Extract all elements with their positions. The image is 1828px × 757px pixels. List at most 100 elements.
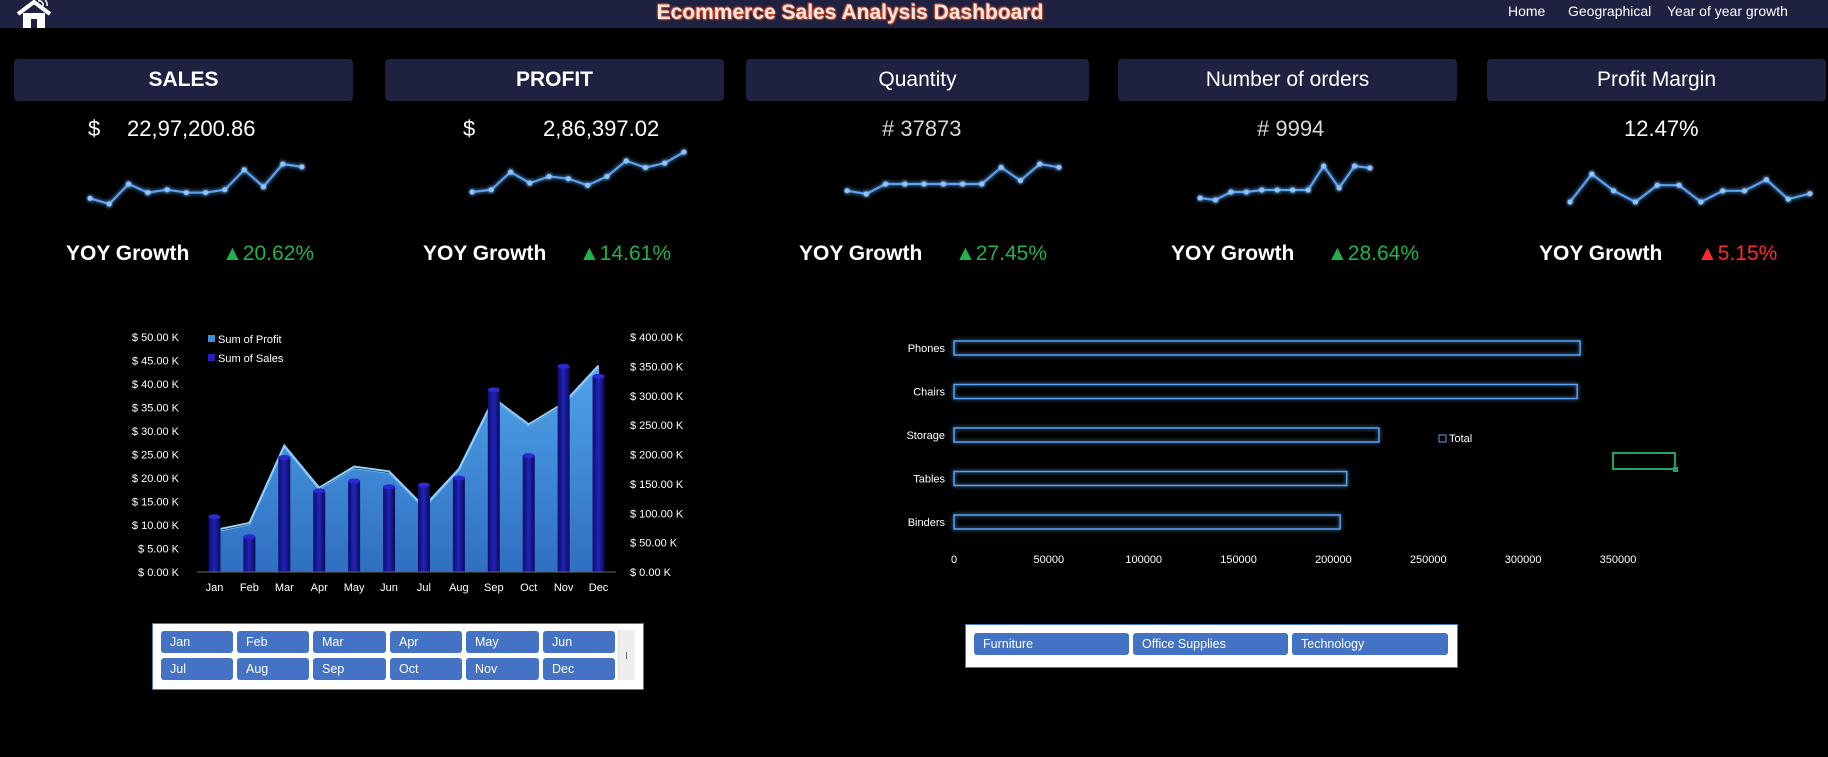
sparkline-point [1720, 188, 1726, 194]
left-axis-tick: $ 30.00 K [132, 426, 180, 438]
slicer-feb[interactable]: Feb [237, 631, 309, 653]
right-axis-tick: $ 50.00 K [630, 538, 678, 550]
category-slicer: Furniture Office Supplies Technology [965, 624, 1458, 668]
right-axis-tick: $ 250.00 K [630, 420, 684, 432]
orders-value: # 9994 [1257, 116, 1325, 141]
monthly-profit-sales-chart: $ 0.00 K $ 5.00 K $ 10.00 K $ 15.00 K $ 20.0… [132, 332, 684, 594]
profit-currency: $ [463, 116, 476, 141]
slicer-may[interactable]: May [466, 631, 539, 653]
up-arrow-icon: ▲ [1697, 242, 1718, 265]
orders-yoy-label: YOY Growth [1171, 242, 1295, 265]
up-arrow-icon: ▲ [222, 242, 243, 265]
left-axis-tick: $ 0.00 K [138, 567, 180, 579]
legend-swatch-total [1438, 434, 1447, 443]
sales-bar-cap [278, 454, 291, 460]
sparkline-point [87, 195, 93, 201]
sparkline-point [1212, 197, 1219, 203]
sparkline-point [106, 201, 112, 207]
nav-year-growth[interactable]: Year of year growth [1667, 3, 1788, 19]
total-bar [953, 427, 1380, 443]
up-arrow-icon: ▲ [579, 242, 600, 265]
slicer-office-supplies[interactable]: Office Supplies [1133, 633, 1288, 655]
nav-geographical[interactable]: Geographical [1568, 3, 1652, 19]
slicer-sep[interactable]: Sep [313, 658, 386, 680]
slicer-apr[interactable]: Apr [390, 631, 462, 653]
sales-bar-cap [383, 484, 396, 490]
sparkline-point [507, 169, 514, 175]
slicer-scrollbar[interactable] [618, 630, 635, 680]
sparkline-point [1351, 163, 1358, 169]
up-arrow-icon: ▲ [1327, 242, 1348, 265]
right-axis-tick: $ 300.00 K [630, 391, 684, 403]
sparkline-point [1741, 188, 1748, 194]
slicer-furniture[interactable]: Furniture [974, 633, 1129, 655]
right-axis-tick: $ 400.00 K [630, 332, 684, 344]
sales-sparkline [87, 161, 305, 207]
sparkline-point [183, 189, 189, 196]
sparkline-line [846, 162, 1060, 196]
sparkline-point [585, 182, 591, 188]
slicer-dec[interactable]: Dec [543, 658, 615, 680]
x-axis-tick: 350000 [1600, 554, 1637, 566]
sparkline-point [469, 189, 475, 195]
sparkline-point [1228, 189, 1234, 195]
slicer-oct[interactable]: Oct [390, 658, 462, 680]
x-axis-tick: 150000 [1220, 554, 1257, 566]
sparkline-point [662, 160, 668, 166]
x-axis-tick: Jun [380, 582, 398, 594]
x-axis-tick: 0 [951, 554, 957, 566]
sparkline-point [1763, 177, 1769, 183]
sales-bar-cap [452, 475, 465, 481]
home-icon[interactable] [12, 0, 56, 28]
up-arrow-icon: ▲ [955, 242, 976, 265]
selected-cell[interactable] [1612, 452, 1678, 472]
sparkline-point [1611, 188, 1617, 194]
left-axis-tick: $ 20.00 K [132, 473, 180, 485]
slicer-nov[interactable]: Nov [466, 658, 539, 680]
sales-bar-cap [243, 534, 256, 540]
nav-home[interactable]: Home [1508, 3, 1546, 19]
profit-margin-sparkline [1567, 171, 1813, 205]
profit-value: 2,86,397.02 [543, 116, 660, 141]
quantity-value: # 37873 [882, 116, 962, 141]
sparkline-point [222, 187, 228, 193]
month-slicer: Jan Feb Mar Apr May Jun Jul Aug Sep Oct … [152, 623, 644, 690]
sparkline-point [844, 188, 850, 194]
fill-handle[interactable] [1673, 467, 1678, 472]
left-axis-tick: $ 45.00 K [132, 356, 180, 368]
sales-bar-cap [557, 363, 570, 369]
sparkline-point [681, 149, 687, 155]
sparkline-point [1807, 191, 1813, 197]
x-axis-tick: Oct [520, 582, 537, 594]
sparkline-point [623, 158, 629, 164]
slicer-mar[interactable]: Mar [313, 631, 386, 653]
sparkline-point [960, 181, 966, 187]
sparkline-point [1259, 187, 1265, 193]
slicer-jun[interactable]: Jun [543, 631, 615, 653]
sales-currency: $ [88, 116, 101, 141]
slicer-technology[interactable]: Technology [1292, 633, 1448, 655]
category-label: Storage [906, 430, 945, 442]
sparkline-line [89, 162, 303, 206]
slicer-jan[interactable]: Jan [161, 631, 233, 653]
sparkline-point [1197, 195, 1203, 201]
sales-bar [243, 536, 256, 572]
right-axis-tick: $ 200.00 K [630, 450, 684, 462]
slicer-jul[interactable]: Jul [161, 658, 233, 680]
slicer-aug[interactable]: Aug [237, 658, 309, 680]
right-axis-tick: $ 350.00 K [630, 361, 684, 373]
sparkline-point [1676, 182, 1682, 188]
x-axis-tick: 100000 [1125, 554, 1162, 566]
total-bar [953, 514, 1341, 530]
x-axis-tick: May [344, 582, 365, 594]
sparkline-point [527, 180, 533, 186]
sparkline-point [604, 173, 610, 180]
x-axis-tick: 300000 [1505, 554, 1542, 566]
sales-bar-cap [522, 453, 535, 459]
sparkline-point [642, 164, 649, 171]
sales-yoy-label: YOY Growth [66, 242, 190, 265]
legend-label-sales: Sum of Sales [218, 353, 284, 365]
legend-swatch-profit [208, 335, 215, 342]
profit-yoy-label: YOY Growth [423, 242, 547, 265]
sales-bar [592, 376, 605, 572]
